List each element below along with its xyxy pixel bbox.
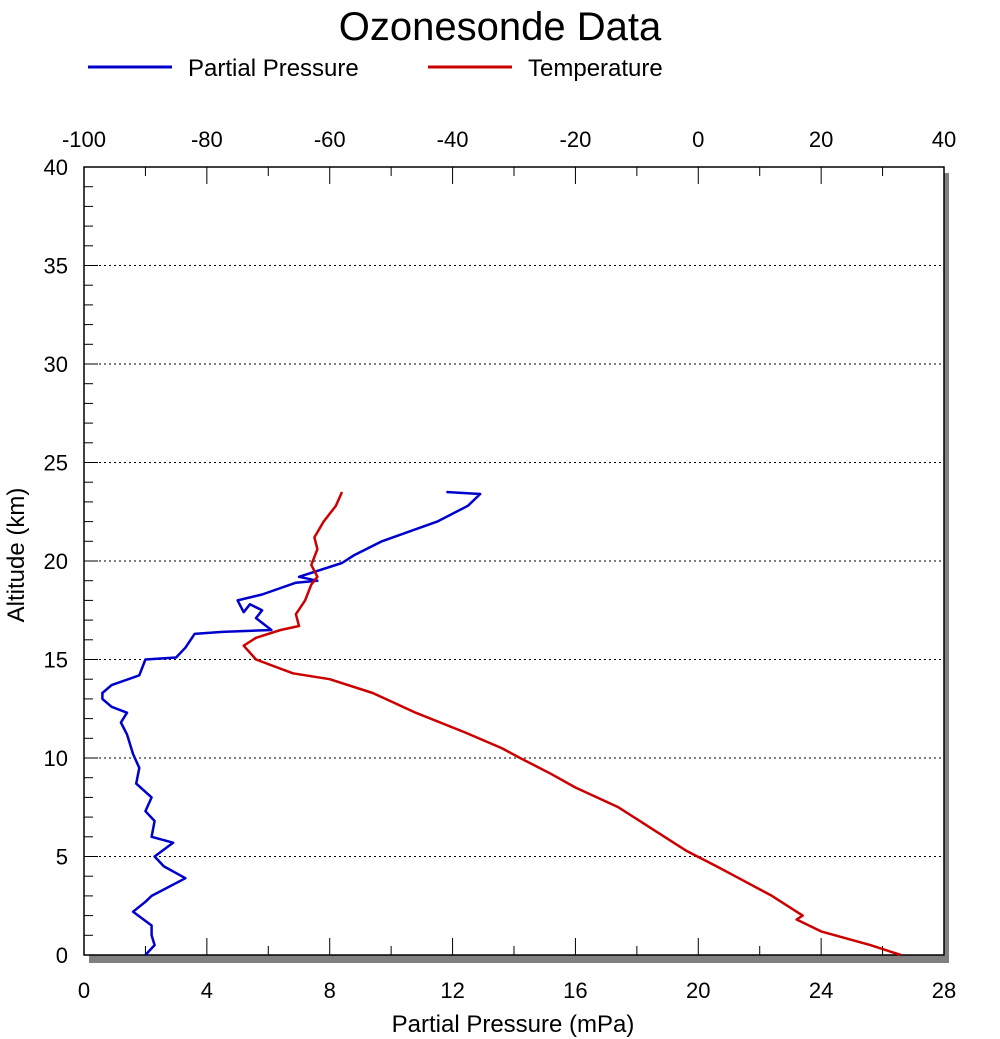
x-bottom-tick-label: 16 (563, 978, 587, 1003)
y-axis-label: Altitude (km) (3, 488, 30, 623)
x-bottom-tick-label: 28 (932, 978, 956, 1003)
axis-ticks: 0 5 10 15 20 25 30 35 40 0 4 8 12 16 20 24 28 -100 -80 -60 -… (44, 127, 957, 1003)
y-tick-label: 15 (44, 648, 68, 673)
gridlines (84, 265, 944, 857)
x-axis-label: Partial Pressure (mPa) (392, 1011, 635, 1038)
x-bottom-tick-label: 0 (78, 978, 90, 1003)
y-tick-label: 5 (56, 845, 68, 870)
x-bottom-tick-label: 8 (324, 978, 336, 1003)
y-tick-label: 25 (44, 451, 68, 476)
y-tick-label: 35 (44, 254, 68, 279)
x-top-tick-label: 20 (809, 127, 833, 152)
series-lines (101, 490, 902, 957)
series-line-temperature (242, 491, 902, 957)
x-top-tick-label: -100 (62, 127, 106, 152)
y-tick-label: 40 (44, 155, 68, 180)
x-bottom-tick-label: 24 (809, 978, 833, 1003)
legend-label-partial-pressure: Partial Pressure (188, 55, 359, 82)
x-bottom-tick-label: 20 (686, 978, 710, 1003)
y-tick-label: 10 (44, 746, 68, 771)
x-top-tick-label: 40 (932, 127, 956, 152)
y-tick-label: 30 (44, 352, 68, 377)
legend-label-temperature: Temperature (528, 55, 663, 82)
x-bottom-tick-label: 12 (440, 978, 464, 1003)
x-top-tick-label: -80 (191, 127, 223, 152)
x-top-tick-label: -60 (314, 127, 346, 152)
chart-title: Ozonesonde Data (339, 5, 662, 49)
x-bottom-tick-label: 4 (201, 978, 213, 1003)
x-top-tick-label: -40 (437, 127, 469, 152)
legend: Partial Pressure Temperature (88, 55, 663, 82)
y-tick-label: 0 (56, 943, 68, 968)
x-top-tick-label: 0 (692, 127, 704, 152)
x-top-tick-label: -20 (560, 127, 592, 152)
y-tick-label: 20 (44, 549, 68, 574)
